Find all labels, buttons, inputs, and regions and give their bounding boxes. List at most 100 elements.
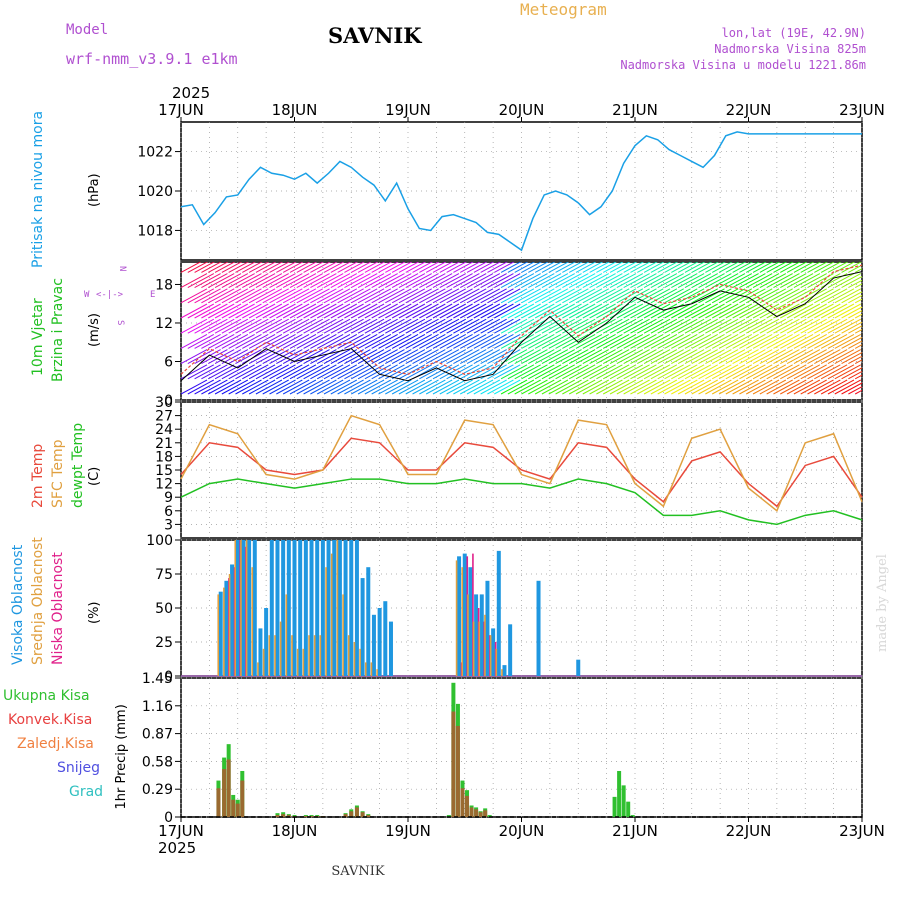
wind-barb	[514, 364, 541, 380]
wind-barb	[834, 273, 861, 289]
wind-barb	[371, 262, 393, 273]
wind-barb	[528, 333, 555, 349]
wind-barb	[807, 349, 834, 365]
wind-barb	[677, 318, 705, 334]
wind-barb	[548, 288, 575, 304]
wind-barb	[854, 313, 862, 319]
wind-barb	[235, 379, 262, 395]
wind-barb	[323, 364, 351, 380]
wind-barb	[208, 318, 235, 334]
plot-area: 101810201022(hPa)061218(m/s)369121518212…	[3, 101, 885, 840]
wind-barb	[242, 273, 269, 289]
wind-barb	[643, 273, 671, 289]
wind-barb	[439, 273, 467, 289]
wind-barb	[534, 262, 556, 273]
cloud-bar-0	[252, 540, 257, 676]
y-tick-label: 12	[155, 316, 173, 332]
wind-barb	[221, 273, 249, 289]
wind-barb	[201, 303, 228, 319]
wind-barb	[439, 349, 467, 365]
wind-barb	[432, 273, 460, 289]
wind-barb	[827, 303, 855, 319]
wind-barb	[616, 303, 644, 319]
wind-barb	[609, 262, 631, 273]
wind-barb	[705, 349, 732, 365]
wind-barb	[310, 349, 337, 365]
wind-barb	[671, 303, 698, 319]
wind-barb	[378, 349, 405, 365]
wind-barb	[466, 262, 488, 273]
wind-barb	[405, 273, 432, 289]
precip-convective-bar	[275, 815, 280, 817]
wind-barb	[637, 262, 658, 273]
wind-barb	[637, 333, 664, 349]
wind-barb	[568, 303, 596, 319]
wind-barb	[385, 273, 412, 289]
wind-barb	[691, 318, 718, 334]
wind-barb	[766, 379, 793, 395]
wind-barb	[609, 364, 637, 380]
wind-barb	[255, 379, 283, 395]
wind-barb	[303, 379, 330, 395]
wind-barb	[711, 364, 739, 380]
wind-barb	[289, 262, 311, 273]
cloud-bar-1	[353, 642, 356, 676]
wind-barb	[405, 333, 432, 349]
wind-barb	[800, 364, 827, 380]
wind-barb	[337, 379, 364, 395]
wind-barb	[637, 318, 664, 334]
cloud-bar-0	[354, 540, 359, 676]
wind-barb	[282, 379, 310, 395]
wind-barb	[814, 303, 841, 319]
wind-barb	[780, 364, 807, 380]
cloud-bar-0	[479, 594, 484, 676]
wind-barb-field	[181, 262, 862, 395]
wind-barb	[780, 303, 807, 319]
cloud-bar-1	[308, 635, 310, 676]
wind-barb	[623, 303, 650, 319]
wind-barb	[201, 318, 228, 334]
wind-barb	[684, 262, 706, 273]
wind-barb	[303, 364, 330, 380]
wind-barb	[623, 364, 650, 380]
wind-barb	[671, 379, 698, 395]
wind-barb	[745, 333, 773, 349]
wind-barb	[262, 364, 289, 380]
wind-barb	[705, 288, 732, 304]
year-top: 2025	[172, 84, 210, 102]
wind-barb	[650, 349, 678, 365]
model-name: wrf-nmm_v3.9.1 e1km	[66, 50, 238, 68]
wind-barb	[201, 379, 228, 395]
wind-barb	[562, 273, 589, 289]
precip-convective-bar	[240, 780, 245, 817]
cloud-bar-1	[455, 560, 458, 676]
precip-convective-bar	[460, 788, 465, 817]
wind-barb	[500, 379, 528, 395]
wind-barb	[357, 288, 385, 304]
wind-barb	[589, 273, 616, 289]
wind-barb	[194, 288, 221, 304]
y-tick-label: 6	[164, 504, 173, 520]
wind-barb	[711, 288, 739, 304]
wind-barb	[466, 288, 494, 304]
wind-barb	[602, 288, 630, 304]
wind-barb	[282, 349, 310, 365]
wind-barb	[657, 364, 684, 380]
wind-barb	[405, 303, 432, 319]
wind-barb	[221, 318, 249, 334]
wind-barb	[623, 262, 645, 273]
wind-barb	[507, 364, 535, 380]
wind-barb	[351, 262, 372, 273]
year-bottom: 2025	[158, 839, 196, 857]
wind-barb	[378, 303, 405, 319]
wind-barb	[255, 318, 283, 334]
wind-barb	[739, 349, 766, 365]
precip-convective-bar	[366, 815, 371, 817]
wind-barb	[255, 273, 283, 289]
wind-barb	[718, 273, 746, 289]
wind-barb	[630, 262, 651, 273]
wind-barb	[214, 349, 242, 365]
precip-legend-1: Konvek.Kisa	[8, 712, 92, 728]
wind-barb	[861, 347, 862, 349]
wind-barb	[609, 273, 637, 289]
